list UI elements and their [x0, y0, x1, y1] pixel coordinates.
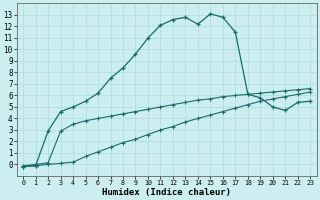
X-axis label: Humidex (Indice chaleur): Humidex (Indice chaleur) [102, 188, 231, 197]
